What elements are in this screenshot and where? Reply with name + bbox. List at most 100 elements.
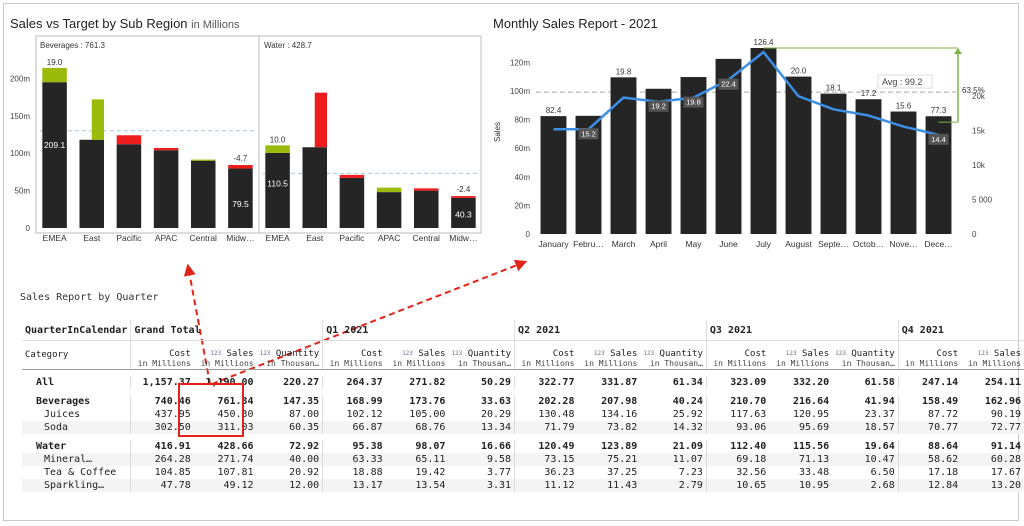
- month-bar[interactable]: [645, 88, 672, 235]
- table-cell[interactable]: 37.25: [607, 467, 638, 478]
- table-cell[interactable]: 72.92: [289, 441, 320, 452]
- table-cell[interactable]: 264.28: [130, 453, 194, 466]
- table-cell[interactable]: 220.27: [283, 377, 320, 388]
- table-cell[interactable]: 134.16: [601, 409, 638, 420]
- column-group-header[interactable]: Q2 2021: [514, 320, 707, 341]
- table-cell[interactable]: 332.20: [792, 377, 830, 388]
- table-cell[interactable]: 761.34: [217, 396, 254, 407]
- bar-actual[interactable]: [265, 152, 290, 228]
- bar-below-target[interactable]: [413, 188, 439, 191]
- table-cell[interactable]: 20.92: [289, 467, 320, 478]
- bar-actual[interactable]: [190, 160, 216, 228]
- measure-header[interactable]: Cost in Millions: [705, 340, 770, 370]
- measure-header[interactable]: 123 Sales in Millions: [193, 340, 257, 370]
- row-label[interactable]: Mineral…: [44, 454, 93, 465]
- measure-header[interactable]: Cost in Millions: [897, 340, 962, 370]
- month-bar[interactable]: [855, 99, 882, 235]
- table-cell[interactable]: 18.57: [864, 422, 895, 433]
- table-cell[interactable]: 19.64: [864, 441, 895, 452]
- sales-vs-target-chart[interactable]: Beverages : 761.3 Water : 428.7 200m 150m…: [8, 34, 488, 254]
- table-cell[interactable]: 3.31: [486, 480, 512, 491]
- measure-header[interactable]: 123 Quantity in Thousan…: [256, 340, 323, 370]
- bar-actual[interactable]: [451, 197, 476, 228]
- table-cell[interactable]: 90.19: [990, 409, 1021, 420]
- table-cell[interactable]: 12.84: [897, 479, 962, 492]
- table-cell[interactable]: 16.66: [480, 441, 512, 452]
- month-bar[interactable]: [610, 77, 637, 234]
- table-cell[interactable]: 104.85: [130, 466, 194, 479]
- table-cell[interactable]: 6.50: [870, 467, 895, 478]
- table-cell[interactable]: 416.91: [130, 440, 194, 453]
- table-cell[interactable]: 20.29: [480, 409, 512, 420]
- table-cell[interactable]: 130.48: [514, 408, 578, 421]
- table-cell[interactable]: 323.09: [705, 376, 770, 389]
- table-cell[interactable]: 73.82: [607, 422, 638, 433]
- table-cell[interactable]: 47.78: [130, 479, 194, 492]
- table-cell[interactable]: 95.69: [799, 422, 830, 433]
- table-cell[interactable]: 123.89: [601, 441, 638, 452]
- table-cell[interactable]: 69.18: [705, 453, 770, 466]
- table-cell[interactable]: 168.99: [322, 395, 386, 408]
- table-cell[interactable]: 311.03: [217, 422, 254, 433]
- measure-header[interactable]: Cost in Millions: [322, 340, 386, 370]
- table-row[interactable]: All 1,157.37 1,190.00 220.27 264.37 271.82 50.…: [22, 376, 1024, 389]
- row-label[interactable]: Juices: [44, 409, 81, 420]
- monthly-sales-chart[interactable]: Sales 120m 100m 80m 60m 40m 20m 0 20k 15k 10k 5 00…: [490, 34, 1000, 264]
- table-cell[interactable]: 173.76: [409, 396, 446, 407]
- table-cell[interactable]: 11.07: [672, 454, 703, 465]
- bar-above-target[interactable]: [190, 159, 216, 161]
- row-label[interactable]: Tea & Coffee: [44, 467, 117, 478]
- column-group-header[interactable]: Q4 2021: [897, 320, 1024, 341]
- table-cell[interactable]: 120.49: [514, 440, 578, 453]
- table-cell[interactable]: 10.47: [864, 454, 895, 465]
- table-cell[interactable]: 23.37: [864, 409, 895, 420]
- table-cell[interactable]: 247.14: [897, 376, 962, 389]
- bar-actual[interactable]: [153, 150, 179, 228]
- table-cell[interactable]: 202.28: [514, 395, 578, 408]
- month-bar[interactable]: [750, 48, 777, 234]
- table-cell[interactable]: 18.88: [322, 466, 386, 479]
- table-cell[interactable]: 40.00: [289, 454, 320, 465]
- table-cell[interactable]: 66.87: [322, 421, 386, 434]
- bar-above-target[interactable]: [265, 145, 290, 153]
- table-cell[interactable]: 88.64: [897, 440, 962, 453]
- table-cell[interactable]: 271.74: [217, 454, 254, 465]
- table-cell[interactable]: 105.00: [409, 409, 446, 420]
- table-cell[interactable]: 61.58: [864, 377, 895, 388]
- table-cell[interactable]: 49.12: [223, 480, 254, 491]
- bar-below-target[interactable]: [451, 196, 476, 198]
- table-row[interactable]: Soda 302.50 311.03 60.35 66.87 68.76 13.34 71.7…: [22, 421, 1024, 434]
- table-cell[interactable]: 73.15: [514, 453, 578, 466]
- table-cell[interactable]: 70.77: [897, 421, 962, 434]
- table-cell[interactable]: 75.21: [607, 454, 638, 465]
- table-cell[interactable]: 102.12: [322, 408, 386, 421]
- table-cell[interactable]: 36.23: [514, 466, 578, 479]
- table-cell[interactable]: 65.11: [415, 454, 446, 465]
- table-row[interactable]: Beverages 740.46 761.34 147.35 168.99 173.76 3…: [22, 395, 1024, 408]
- table-cell[interactable]: 3.77: [486, 467, 512, 478]
- table-cell[interactable]: 158.49: [897, 395, 962, 408]
- table-cell[interactable]: 91.14: [990, 441, 1021, 452]
- row-label[interactable]: Sparkling…: [44, 480, 105, 491]
- table-cell[interactable]: 450.30: [217, 409, 254, 420]
- month-bar[interactable]: [540, 116, 567, 234]
- measure-header[interactable]: 123 Sales in Millions: [577, 340, 641, 370]
- table-cell[interactable]: 120.95: [792, 409, 830, 420]
- table-cell[interactable]: 10.95: [799, 480, 830, 491]
- bar-above-target[interactable]: [42, 67, 67, 83]
- table-cell[interactable]: 17.18: [897, 466, 962, 479]
- month-bar[interactable]: [890, 111, 917, 234]
- table-row[interactable]: Water 416.91 428.66 72.92 95.38 98.07 16.66 120…: [22, 440, 1024, 453]
- bar-below-target[interactable]: [339, 174, 365, 178]
- measure-header[interactable]: 123 Quantity in Thousan…: [640, 340, 707, 370]
- bar-actual[interactable]: [42, 82, 67, 228]
- table-cell[interactable]: 50.29: [480, 377, 512, 388]
- table-cell[interactable]: 71.79: [514, 421, 578, 434]
- bar-below-target[interactable]: [228, 165, 253, 169]
- bar-actual[interactable]: [376, 192, 402, 228]
- table-cell[interactable]: 10.65: [705, 479, 770, 492]
- table-cell[interactable]: 25.92: [672, 409, 703, 420]
- sales-line[interactable]: [553, 50, 939, 137]
- measure-header[interactable]: 123 Sales in Millions: [769, 340, 833, 370]
- table-cell[interactable]: 207.98: [601, 396, 638, 407]
